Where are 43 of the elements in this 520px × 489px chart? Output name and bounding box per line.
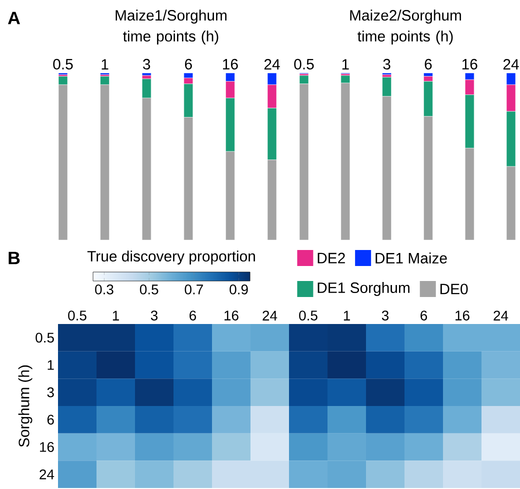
- x-tick-label: 3: [143, 58, 150, 70]
- y-axis-title: Sorghum (h): [18, 365, 32, 447]
- x-tick-label: 16: [224, 310, 238, 320]
- x-tick-label: 0.5: [68, 310, 86, 320]
- y-tick-label: 1: [48, 360, 54, 370]
- text: A: [8, 12, 20, 24]
- color-bar-label: 0.5: [140, 284, 158, 294]
- y-tick-label: 0.5: [36, 332, 54, 343]
- x-tick-label: 6: [424, 58, 432, 70]
- y-tick-label: 3: [47, 387, 54, 398]
- x-tick-label: 3: [382, 310, 389, 320]
- y-tick-label: 6: [47, 414, 54, 425]
- x-tick-label: 1: [102, 59, 108, 70]
- x-tick-label: 16: [456, 310, 470, 320]
- text: B: [8, 252, 20, 264]
- color-bar-label: 0.3: [95, 284, 114, 294]
- x-tick-label: 3: [150, 310, 158, 320]
- legend-label: DE1 Maize: [376, 252, 447, 264]
- color-bar-label: 0.9: [230, 284, 248, 294]
- x-tick-label: 1: [112, 310, 119, 320]
- x-tick-label: 0.5: [299, 310, 318, 320]
- x-tick-label: 24: [262, 310, 278, 320]
- y-tick-label: 24: [40, 469, 54, 480]
- color-bar-title: True discovery proportion: [87, 250, 255, 264]
- x-tick-label: 6: [190, 310, 196, 320]
- chart-title: Maize1/Sorghum time points (h): [116, 10, 226, 44]
- x-tick-label: 24: [264, 59, 280, 70]
- x-tick-label: 1: [342, 59, 349, 70]
- x-tick-label: 24: [494, 310, 508, 320]
- chart-title: Maize2/Sorghum time points (h): [350, 10, 461, 44]
- legend-label: DE0: [440, 284, 468, 294]
- x-tick-label: 6: [420, 310, 428, 320]
- legend-label: DE1 Sorghum: [318, 282, 410, 296]
- x-tick-label: 16: [462, 58, 478, 70]
- x-tick-label: 24: [503, 59, 519, 70]
- color-bar-label: 0.7: [184, 284, 203, 294]
- x-tick-label: 1: [344, 310, 350, 320]
- x-tick-label: 16: [223, 58, 238, 70]
- x-tick-label: 0.5: [294, 58, 314, 70]
- y-tick-label: 16: [40, 442, 54, 452]
- legend-label: DE2: [318, 252, 345, 264]
- x-tick-label: 6: [185, 58, 192, 70]
- x-tick-label: 3: [383, 58, 390, 70]
